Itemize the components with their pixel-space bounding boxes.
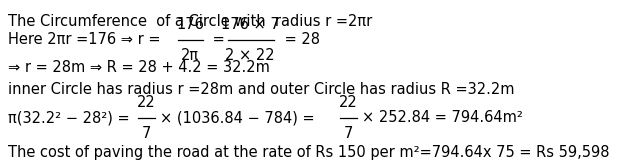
- Text: 2 × 22: 2 × 22: [225, 48, 275, 63]
- Text: ⇒ r = 28m ⇒ R = 28 + 4.2 = 32.2m: ⇒ r = 28m ⇒ R = 28 + 4.2 = 32.2m: [8, 60, 270, 75]
- Text: 22: 22: [339, 95, 357, 110]
- Text: =: =: [208, 32, 229, 48]
- Text: 7: 7: [141, 126, 151, 141]
- Text: = 28: = 28: [280, 32, 320, 48]
- Text: The Circumference  of a Circle with  radius r =2πr: The Circumference of a Circle with radiu…: [8, 14, 372, 29]
- Text: 7: 7: [343, 126, 353, 141]
- Text: π(32.2² − 28²) =: π(32.2² − 28²) =: [8, 111, 135, 125]
- Text: The cost of paving the road at the rate of Rs 150 per m²=794.64x 75 = Rs 59,598: The cost of paving the road at the rate …: [8, 144, 609, 159]
- Text: 176 × 7: 176 × 7: [221, 17, 280, 32]
- Text: 22: 22: [136, 95, 156, 110]
- Text: × (1036.84 − 784) =: × (1036.84 − 784) =: [160, 111, 319, 125]
- Text: 176: 176: [176, 17, 204, 32]
- Text: Here 2πr =176 ⇒ r =: Here 2πr =176 ⇒ r =: [8, 32, 165, 48]
- Text: inner Circle has radius r =28m and outer Circle has radius R =32.2m: inner Circle has radius r =28m and outer…: [8, 82, 515, 97]
- Text: 2π: 2π: [181, 48, 199, 63]
- Text: × 252.84 = 794.64m²: × 252.84 = 794.64m²: [362, 111, 523, 125]
